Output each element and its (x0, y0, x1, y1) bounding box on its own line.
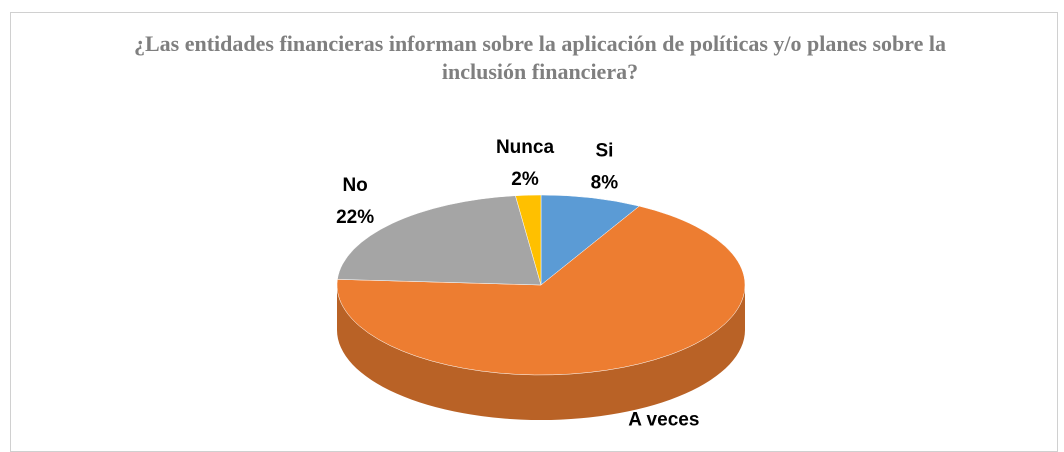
chart-title: ¿Las entidades financieras informan sobr… (133, 31, 946, 84)
pie-slice (336, 205, 746, 376)
slice-value-label: 8% (591, 172, 619, 193)
slice-value-label: 2% (511, 169, 539, 190)
pie-side (337, 285, 745, 420)
slice-label: No (342, 175, 367, 196)
pie-slice (540, 194, 640, 286)
slice-label: A veces (628, 409, 699, 430)
slice-value-label: 22% (336, 207, 374, 228)
slice-label: Nunca (496, 137, 555, 158)
slice-label: Si (595, 140, 613, 161)
pie-slice (337, 195, 542, 286)
pie-slice (515, 194, 542, 286)
page: ¿Las entidades financieras informan sobr… (10, 12, 1058, 452)
